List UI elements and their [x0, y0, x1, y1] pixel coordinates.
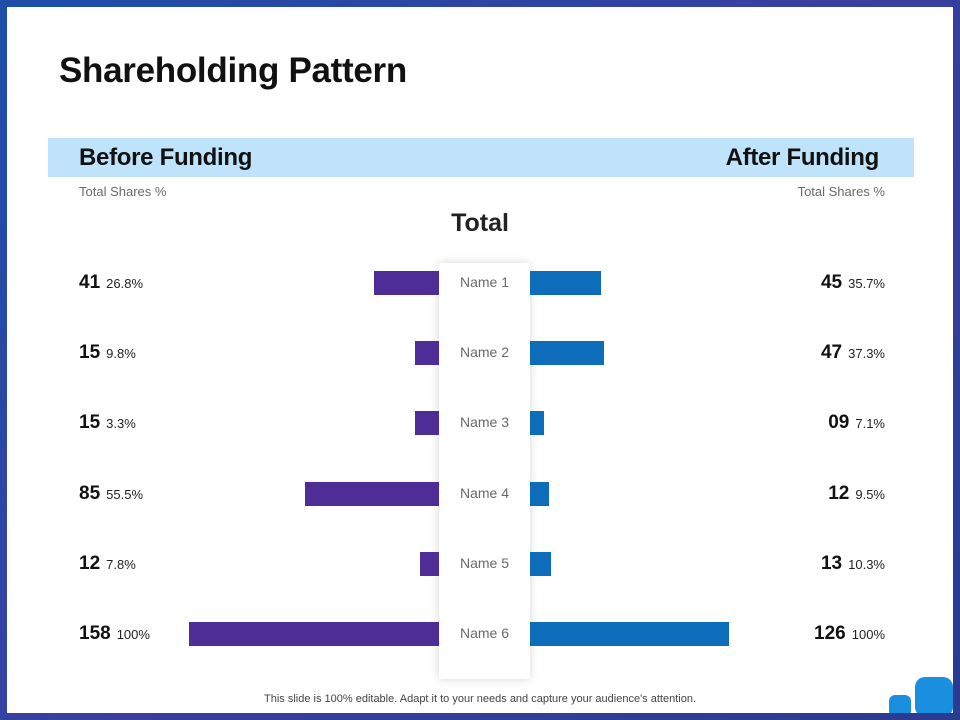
- before-bar-3: [415, 411, 439, 436]
- after-bar-4: [530, 481, 549, 506]
- after-value-label: 09: [828, 412, 850, 434]
- before-label-4: 85 55.5%: [79, 483, 143, 505]
- category-label-3: Name 3: [459, 414, 510, 431]
- before-label-1: 41 26.8%: [79, 272, 143, 294]
- category-label-1: Name 1: [459, 274, 510, 290]
- funding-header-band: Before Funding After Funding: [48, 138, 914, 177]
- after-percent-label: 35.7%: [848, 276, 885, 291]
- after-percent-label: 9.5%: [855, 486, 885, 502]
- before-bar-1: [374, 271, 439, 295]
- after-value-label: 126: [814, 623, 846, 644]
- before-bar-6: [189, 622, 439, 646]
- footer-note: This slide is 100% editable. Adapt it to…: [264, 693, 696, 705]
- category-label-5: Name 5: [459, 554, 510, 571]
- after-bar-2: [530, 341, 605, 366]
- after-label-3: 09 7.1%: [828, 412, 885, 434]
- category-label-4: Name 4: [459, 484, 510, 501]
- before-value-label: 15: [79, 412, 101, 434]
- after-bar-3: [530, 411, 545, 436]
- after-percent-label: 7.1%: [855, 416, 885, 432]
- before-percent-label: 26.8%: [106, 276, 144, 291]
- after-percent-label: 37.3%: [848, 346, 885, 362]
- before-label-3: 15 3.3%: [79, 412, 136, 434]
- after-percent-label: 10.3%: [848, 556, 885, 572]
- after-funding-heading: After Funding: [725, 144, 880, 171]
- after-value-label: 47: [820, 342, 843, 364]
- decorative-square-small: [889, 695, 911, 713]
- before-bar-2: [415, 341, 439, 366]
- before-label-6: 158 100%: [79, 623, 150, 645]
- after-value-label: 13: [820, 552, 843, 574]
- before-percent-label: 100%: [116, 627, 150, 642]
- before-percent-label: 55.5%: [106, 486, 144, 502]
- before-value-label: 41: [79, 272, 101, 293]
- before-percent-label: 7.8%: [106, 556, 136, 572]
- chart-title: Total: [451, 209, 509, 237]
- category-label-panel: [439, 263, 530, 679]
- category-label-6: Name 6: [459, 625, 510, 641]
- before-percent-label: 3.3%: [106, 416, 136, 432]
- before-value-label: 85: [79, 482, 101, 504]
- after-value-label: 45: [820, 272, 843, 293]
- after-percent-label: 100%: [851, 627, 885, 642]
- category-label-2: Name 2: [459, 344, 510, 361]
- before-funding-heading: Before Funding: [79, 144, 253, 171]
- after-label-5: 13 10.3%: [821, 553, 885, 575]
- before-percent-label: 9.8%: [106, 346, 136, 362]
- before-value-label: 12: [79, 552, 101, 574]
- slide: Shareholding Pattern Before Funding Afte…: [7, 7, 953, 713]
- before-label-5: 12 7.8%: [79, 553, 136, 575]
- after-label-1: 45 35.7%: [821, 272, 885, 294]
- after-label-2: 47 37.3%: [821, 342, 885, 364]
- before-bar-4: [304, 481, 439, 506]
- before-bar-5: [420, 551, 439, 576]
- after-subheading: Total Shares %: [797, 184, 885, 199]
- before-value-label: 158: [79, 623, 111, 644]
- slide-title: Shareholding Pattern: [59, 51, 407, 90]
- before-label-2: 15 9.8%: [79, 342, 136, 364]
- before-value-label: 15: [79, 342, 101, 364]
- decorative-square-large: [915, 677, 953, 713]
- after-bar-6: [530, 622, 730, 646]
- after-bar-5: [530, 551, 551, 576]
- after-value-label: 12: [828, 482, 850, 504]
- after-label-6: 126 100%: [814, 623, 885, 645]
- after-bar-1: [530, 271, 602, 295]
- before-subheading: Total Shares %: [79, 184, 167, 199]
- after-label-4: 12 9.5%: [828, 483, 885, 505]
